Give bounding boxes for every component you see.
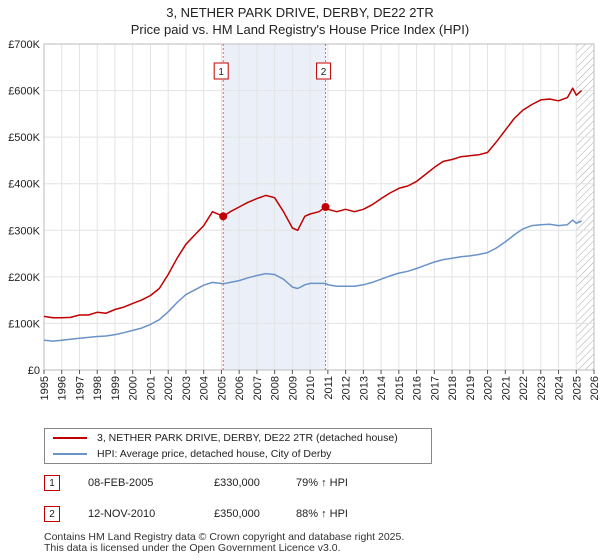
transaction-date: 08-FEB-2005	[88, 477, 154, 489]
x-tick-label: 2017	[429, 376, 441, 400]
x-tick-label: 2001	[145, 376, 157, 400]
x-tick-label: 2006	[234, 376, 246, 400]
legend-item-property: 3, NETHER PARK DRIVE, DERBY, DE22 2TR (d…	[53, 430, 398, 446]
x-tick-label: 2000	[128, 376, 140, 400]
x-tick-label: 2011	[323, 376, 335, 400]
transaction-number: 2	[44, 506, 60, 522]
y-tick-label: £600K	[8, 86, 40, 98]
legend-swatch-hpi	[53, 453, 87, 455]
footer: Contains HM Land Registry data © Crown c…	[44, 532, 404, 554]
y-tick-label: £0	[28, 365, 40, 377]
x-tick-label: 2020	[483, 376, 495, 400]
y-tick-label: £400K	[8, 179, 40, 191]
x-tick-label: 1998	[92, 376, 104, 400]
x-tick-label: 2010	[305, 376, 317, 400]
x-tick-label: 1999	[110, 376, 122, 400]
x-tick-label: 2024	[554, 376, 566, 400]
y-tick-label: £100K	[8, 318, 40, 330]
forecast-region	[576, 44, 594, 370]
x-tick-label: 2016	[412, 376, 424, 400]
x-tick-label: 2003	[181, 376, 193, 400]
transaction-label: 1	[218, 67, 224, 78]
legend: 3, NETHER PARK DRIVE, DERBY, DE22 2TR (d…	[44, 428, 432, 464]
transaction-row: 2 12-NOV-2010 £350,000 88% ↑ HPI	[44, 505, 444, 523]
chart-title-line2: Price paid vs. HM Land Registry's House …	[130, 22, 470, 37]
x-tick-label: 2009	[287, 376, 299, 400]
transaction-row: 1 08-FEB-2005 £330,000 79% ↑ HPI	[44, 474, 444, 492]
x-tick-label: 2012	[341, 376, 353, 400]
legend-label-hpi: HPI: Average price, detached house, City…	[97, 448, 332, 460]
legend-label-property: 3, NETHER PARK DRIVE, DERBY, DE22 2TR (d…	[97, 432, 398, 444]
property-price-line	[43, 87, 583, 319]
plot-frame	[43, 43, 595, 371]
x-tick-label: 2013	[358, 376, 370, 400]
x-tick-label: 2018	[447, 376, 459, 400]
x-tick-label: 1995	[39, 376, 51, 400]
transaction-label-box: 2	[316, 62, 332, 80]
x-tick-label: 2025	[571, 376, 583, 400]
legend-swatch-property	[53, 437, 87, 439]
footer-licence: This data is licensed under the Open Gov…	[44, 542, 341, 554]
price-chart: £0 £100K £200K £300K £400K £500K £600K £700K 199…	[8, 39, 600, 400]
x-tick-label: 2005	[216, 376, 228, 400]
x-tick-label: 2014	[376, 376, 388, 400]
x-tick-label: 2002	[163, 376, 175, 400]
hpi-line	[43, 219, 582, 342]
x-tick-label: 1996	[57, 376, 69, 400]
y-tick-label: £200K	[8, 272, 40, 284]
x-tick-label: 1997	[74, 376, 86, 400]
x-tick-label: 2022	[518, 376, 530, 400]
transaction-date: 12-NOV-2010	[88, 508, 156, 520]
legend-item-hpi: HPI: Average price, detached house, City…	[53, 446, 331, 462]
transaction-number: 1	[44, 475, 60, 491]
x-tick-label: 2026	[589, 376, 600, 400]
transaction-label: 2	[321, 67, 327, 78]
x-tick-label: 2021	[500, 376, 512, 400]
chart-title-line1: 3, NETHER PARK DRIVE, DERBY, DE22 2TR	[166, 5, 434, 20]
x-tick-label: 2008	[270, 376, 282, 400]
y-tick-label: £500K	[8, 132, 40, 144]
x-tick-label: 2007	[252, 376, 264, 400]
sale-point	[321, 203, 330, 211]
x-tick-label: 2004	[199, 376, 211, 400]
transaction-price: £350,000	[214, 508, 260, 520]
chart-title: 3, NETHER PARK DRIVE, DERBY, DE22 2TR Pr…	[0, 4, 600, 38]
y-tick-label: £300K	[8, 225, 40, 237]
footer-copyright: Contains HM Land Registry data © Crown c…	[44, 531, 405, 543]
transaction-label-box: 1	[213, 62, 229, 80]
x-tick-label: 2023	[536, 376, 548, 400]
sale-point	[219, 212, 228, 221]
transaction-hpi: 88% ↑ HPI	[296, 508, 348, 520]
x-tick-label: 2019	[465, 376, 477, 400]
transaction-price: £330,000	[214, 477, 260, 489]
y-tick-label: £700K	[8, 39, 40, 51]
x-tick-label: 2015	[394, 376, 406, 400]
transaction-hpi: 79% ↑ HPI	[296, 477, 348, 489]
